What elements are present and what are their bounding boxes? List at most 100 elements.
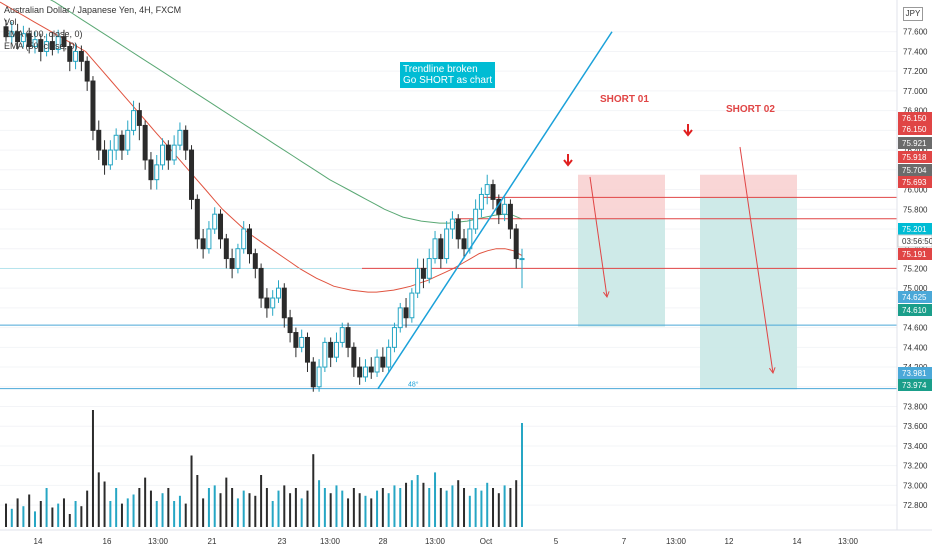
candle-body bbox=[345, 327, 351, 348]
volume-bar bbox=[132, 494, 135, 527]
price-axis: 77.60077.40077.20077.00076.80076.60076.4… bbox=[896, 0, 932, 530]
legend: Australian Dollar / Japanese Yen, 4H, FX… bbox=[4, 4, 181, 52]
x-tick-label: 23 bbox=[278, 537, 287, 546]
volume-bar bbox=[184, 503, 187, 527]
candle-body bbox=[502, 203, 508, 215]
currency-badge[interactable]: JPY bbox=[903, 7, 923, 21]
candle-body bbox=[136, 110, 142, 126]
candle-body bbox=[444, 228, 450, 260]
candle-body bbox=[270, 297, 276, 309]
candle-body bbox=[247, 228, 253, 255]
short01-label: SHORT 01 bbox=[600, 94, 649, 105]
volume-bar bbox=[68, 514, 71, 527]
volume-bar bbox=[410, 480, 413, 527]
volume-bar bbox=[120, 503, 123, 527]
volume-bar bbox=[294, 488, 297, 527]
volume-bar bbox=[254, 495, 257, 527]
price-tag-label: 73.974 bbox=[902, 381, 927, 390]
candle-body bbox=[362, 366, 368, 378]
volume-bar bbox=[103, 481, 106, 527]
target-arrow-head bbox=[768, 367, 776, 375]
volume-bar bbox=[474, 488, 477, 527]
volume-bar bbox=[265, 488, 268, 527]
price-tag bbox=[898, 123, 932, 135]
target-arrow-line bbox=[589, 176, 608, 298]
volume-bar bbox=[364, 495, 367, 527]
price-tag bbox=[898, 112, 932, 124]
y-tick-label: 73.400 bbox=[903, 442, 928, 451]
short02-label: SHORT 02 bbox=[726, 104, 775, 115]
candle-body bbox=[415, 267, 421, 294]
volume-bar bbox=[86, 490, 89, 527]
volume-bar bbox=[231, 488, 234, 527]
ema-lines bbox=[0, 0, 523, 293]
risk-zone bbox=[700, 174, 797, 198]
volume-bar bbox=[97, 472, 100, 527]
volume-bar bbox=[51, 507, 54, 527]
candle-body bbox=[438, 238, 444, 260]
price-tag-label: 75.918 bbox=[902, 153, 927, 162]
volume-bar bbox=[190, 455, 193, 527]
candle-body bbox=[49, 41, 55, 50]
volume-bar bbox=[22, 506, 25, 527]
symbol-title: Australian Dollar / Japanese Yen, 4H, FX… bbox=[4, 5, 182, 15]
x-tick-label: 21 bbox=[208, 537, 217, 546]
volume-bar bbox=[399, 488, 402, 527]
volume-bar bbox=[74, 501, 77, 527]
x-tick-label: 13:00 bbox=[148, 537, 169, 546]
candle-body bbox=[432, 238, 438, 260]
volume-bar bbox=[405, 482, 408, 527]
volume-bar bbox=[515, 480, 518, 527]
price-tag-label: 76.150 bbox=[902, 114, 927, 123]
candle-body bbox=[32, 39, 38, 48]
volume-bar bbox=[62, 498, 65, 527]
candle-body bbox=[461, 238, 467, 250]
candle-body bbox=[513, 228, 519, 260]
volume-bar bbox=[236, 498, 239, 527]
candle-body bbox=[328, 341, 334, 358]
ema100-label: EMA (100, close, 0) bbox=[4, 29, 83, 39]
candle-body bbox=[20, 33, 26, 43]
price-tag bbox=[898, 223, 932, 235]
y-tick-label: 75.200 bbox=[903, 264, 928, 273]
target-arrow-line bbox=[739, 146, 774, 374]
price-tag-label: 75.693 bbox=[902, 178, 927, 187]
volume-bar bbox=[91, 410, 94, 527]
candle-body bbox=[241, 228, 247, 250]
price-tag bbox=[898, 137, 932, 149]
arrows bbox=[563, 124, 776, 375]
volume-bar bbox=[202, 498, 205, 527]
y-tick-label: 73.600 bbox=[903, 422, 928, 431]
candle-body bbox=[44, 41, 50, 52]
candle-body bbox=[229, 258, 235, 269]
candle-body bbox=[165, 144, 171, 161]
candle-body bbox=[61, 36, 67, 48]
candle-body bbox=[84, 60, 90, 82]
candle-body bbox=[519, 258, 525, 261]
candle-body bbox=[125, 129, 131, 151]
volume-bar bbox=[341, 490, 344, 527]
price-tag-label: 74.610 bbox=[902, 306, 927, 315]
candle-body bbox=[333, 341, 339, 358]
volume-bar bbox=[492, 488, 495, 527]
price-tag bbox=[898, 151, 932, 163]
trend-line: 48° bbox=[377, 31, 613, 390]
candles bbox=[3, 19, 525, 392]
candle-body bbox=[281, 287, 287, 319]
candle-body bbox=[3, 26, 9, 38]
volume-bar bbox=[248, 493, 251, 527]
y-tick-label: 72.800 bbox=[903, 501, 928, 510]
y-tick-label: 75.800 bbox=[903, 205, 928, 214]
candle-body bbox=[67, 46, 73, 62]
volume-bar bbox=[509, 488, 512, 527]
down-arrow-icon bbox=[563, 154, 573, 167]
x-tick-label: 13:00 bbox=[666, 537, 687, 546]
candle-body bbox=[357, 366, 363, 378]
candle-body bbox=[212, 213, 218, 230]
down-arrow-icon bbox=[683, 124, 693, 137]
volume-bar bbox=[5, 503, 7, 527]
trendline-callout: Trendline broken Go SHORT as chart bbox=[400, 62, 496, 88]
volume-bar bbox=[381, 488, 384, 527]
candle-body bbox=[258, 267, 264, 299]
